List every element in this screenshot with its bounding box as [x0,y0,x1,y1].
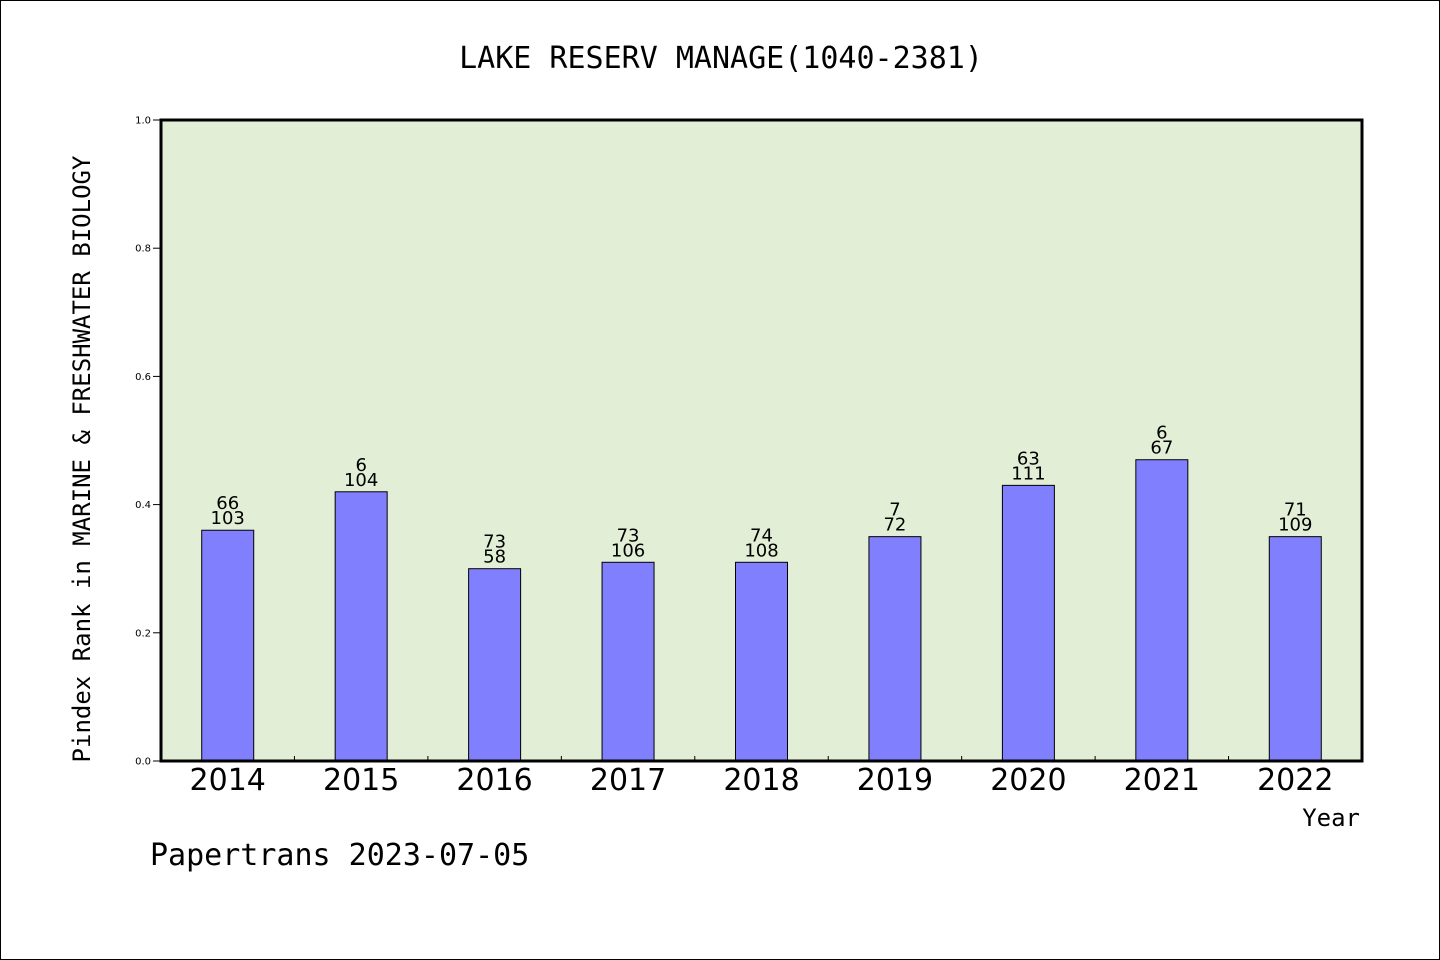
bar-label-bottom: 67 [1150,438,1173,459]
plot-border [159,118,1364,763]
bar [601,561,655,762]
y-axis-title: Pindex Rank in MARINE & FRESHWATER BIOLO… [68,155,96,762]
x-tick-label: 2016 [456,763,532,798]
bar [735,561,788,762]
bar-label-bottom: 72 [883,515,906,536]
x-tick-label: 2020 [990,763,1066,798]
x-tick-label: 2021 [1124,763,1200,798]
bar-label-top: 63 [1017,448,1040,469]
bar-label-bottom: 104 [344,470,378,491]
bar [1268,536,1322,762]
bar-label-top: 7 [889,500,900,521]
bar [468,568,522,762]
plot-area: 0.00.20.40.60.81.06610320146104201573582… [135,116,1364,798]
y-tick-label: 0.6 [135,372,151,383]
x-tick-label: 2017 [590,763,666,798]
bar [1001,484,1055,762]
bar-label-top: 73 [483,532,506,553]
bar-label-top: 6 [1156,423,1167,444]
bar-label-top: 74 [750,525,773,546]
bar [1135,459,1189,762]
bar-label-bottom: 109 [1278,515,1312,536]
x-tick-label: 2015 [323,763,399,798]
bar-label-top: 73 [617,525,640,546]
bar [868,536,922,762]
y-tick-label: 0.8 [135,244,151,255]
bar-label-bottom: 111 [1011,463,1045,484]
bar [334,491,388,762]
y-tick-label: 0.4 [135,500,151,511]
bar [201,529,255,762]
bar-label-bottom: 58 [483,547,506,568]
y-tick-label: 1.0 [135,116,151,127]
x-tick-label: 2022 [1257,763,1333,798]
bar-label-top: 71 [1284,500,1307,521]
bar-label-bottom: 103 [211,508,245,529]
x-tick-label: 2014 [190,763,266,798]
bar-label-bottom: 106 [611,540,645,561]
footer-note: Papertrans 2023-07-05 [150,838,529,873]
y-tick-label: 0.0 [135,757,151,768]
bar-label-top: 6 [355,455,366,476]
x-tick-label: 2019 [857,763,933,798]
bar-label-top: 66 [216,493,239,514]
x-axis-title: Year [1302,804,1360,832]
bar-label-bottom: 108 [744,540,778,561]
chart-title: LAKE RESERV MANAGE(1040-2381) [459,41,983,76]
x-tick-label: 2018 [723,763,799,798]
y-tick-label: 0.2 [135,628,151,639]
